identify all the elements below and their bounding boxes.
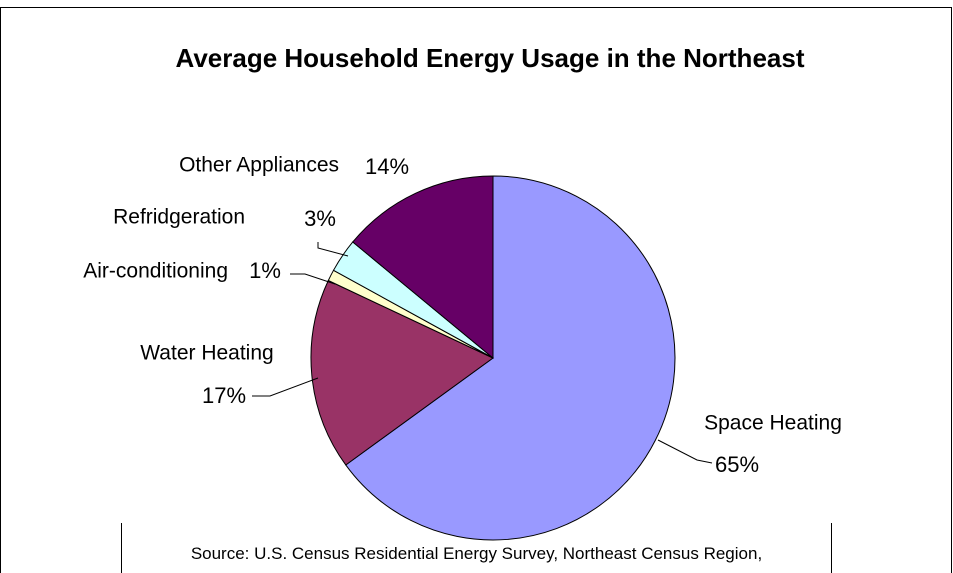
leader-line (657, 439, 713, 464)
value-label: 1% (249, 258, 281, 283)
slice-label: Space Heating (704, 412, 842, 435)
pie-slice (345, 175, 676, 541)
value-label: 17% (202, 383, 246, 408)
chart-title: Average Household Energy Usage in the No… (175, 43, 805, 73)
slice-label: Air-conditioning (83, 260, 228, 283)
chart-border (0, 7, 952, 573)
pie-slice (352, 175, 494, 360)
leader-line (317, 242, 349, 257)
slice-label: Water Heating (140, 342, 273, 365)
slice-label: Other Appliances (179, 154, 339, 177)
leader-line (252, 377, 319, 397)
pie-slice (310, 279, 494, 466)
value-label: 3% (304, 206, 336, 231)
source-note: Source: U.S. Census Residential Energy S… (190, 544, 763, 563)
value-label: 65% (715, 452, 759, 477)
slice-label: Refridgeration (113, 206, 245, 229)
value-label: 14% (365, 154, 409, 179)
leader-line (290, 273, 336, 285)
